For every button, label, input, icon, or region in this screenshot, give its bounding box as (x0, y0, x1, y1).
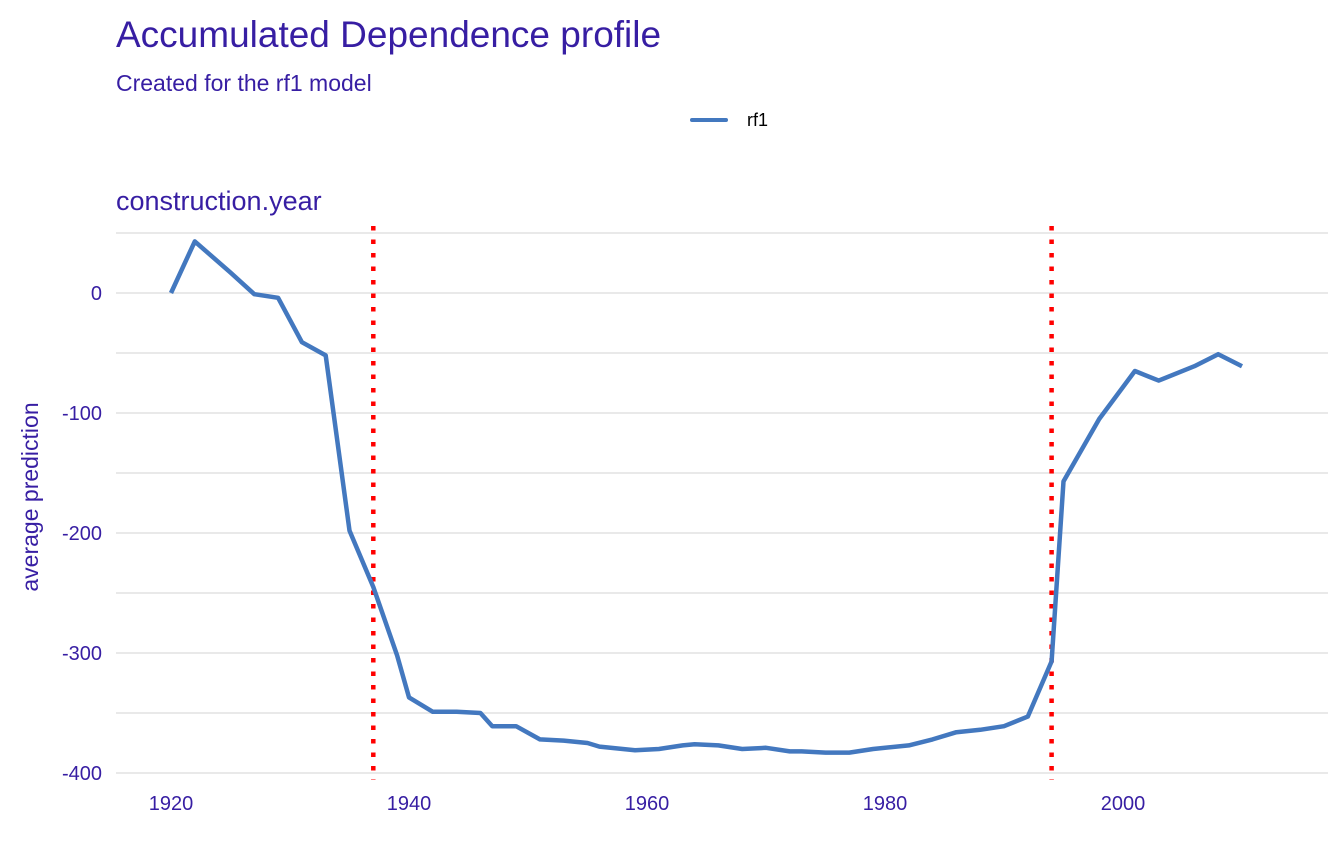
x-tick-label: 1920 (149, 793, 194, 815)
chart-subtitle: Created for the rf1 model (116, 70, 372, 96)
series-line-rf1 (168, 239, 1244, 755)
x-tick-label: 2000 (1101, 793, 1146, 815)
panel-title: construction.year (116, 186, 322, 216)
y-tick-label: -300 (62, 643, 102, 665)
x-tick-label: 1940 (387, 793, 432, 815)
reference-lines (371, 226, 1054, 780)
legend-swatch-rf1 (690, 118, 728, 122)
y-axis-ticks: 0 -100 -200 -300 -400 (62, 283, 102, 785)
legend: rf1 (690, 108, 768, 132)
y-tick-label: -100 (62, 403, 102, 425)
y-tick-label: 0 (91, 283, 102, 305)
y-tick-label: -400 (62, 763, 102, 785)
x-tick-label: 1980 (863, 793, 908, 815)
legend-label-rf1: rf1 (747, 109, 769, 130)
chart-title: Accumulated Dependence profile (116, 14, 662, 55)
x-tick-label: 1960 (625, 793, 670, 815)
y-axis-label: average prediction (17, 402, 43, 591)
x-axis-ticks: 1920 1940 1960 1980 2000 (149, 793, 1146, 815)
gridlines (116, 232, 1328, 774)
series-group (168, 239, 1244, 755)
y-tick-label: -200 (62, 523, 102, 545)
